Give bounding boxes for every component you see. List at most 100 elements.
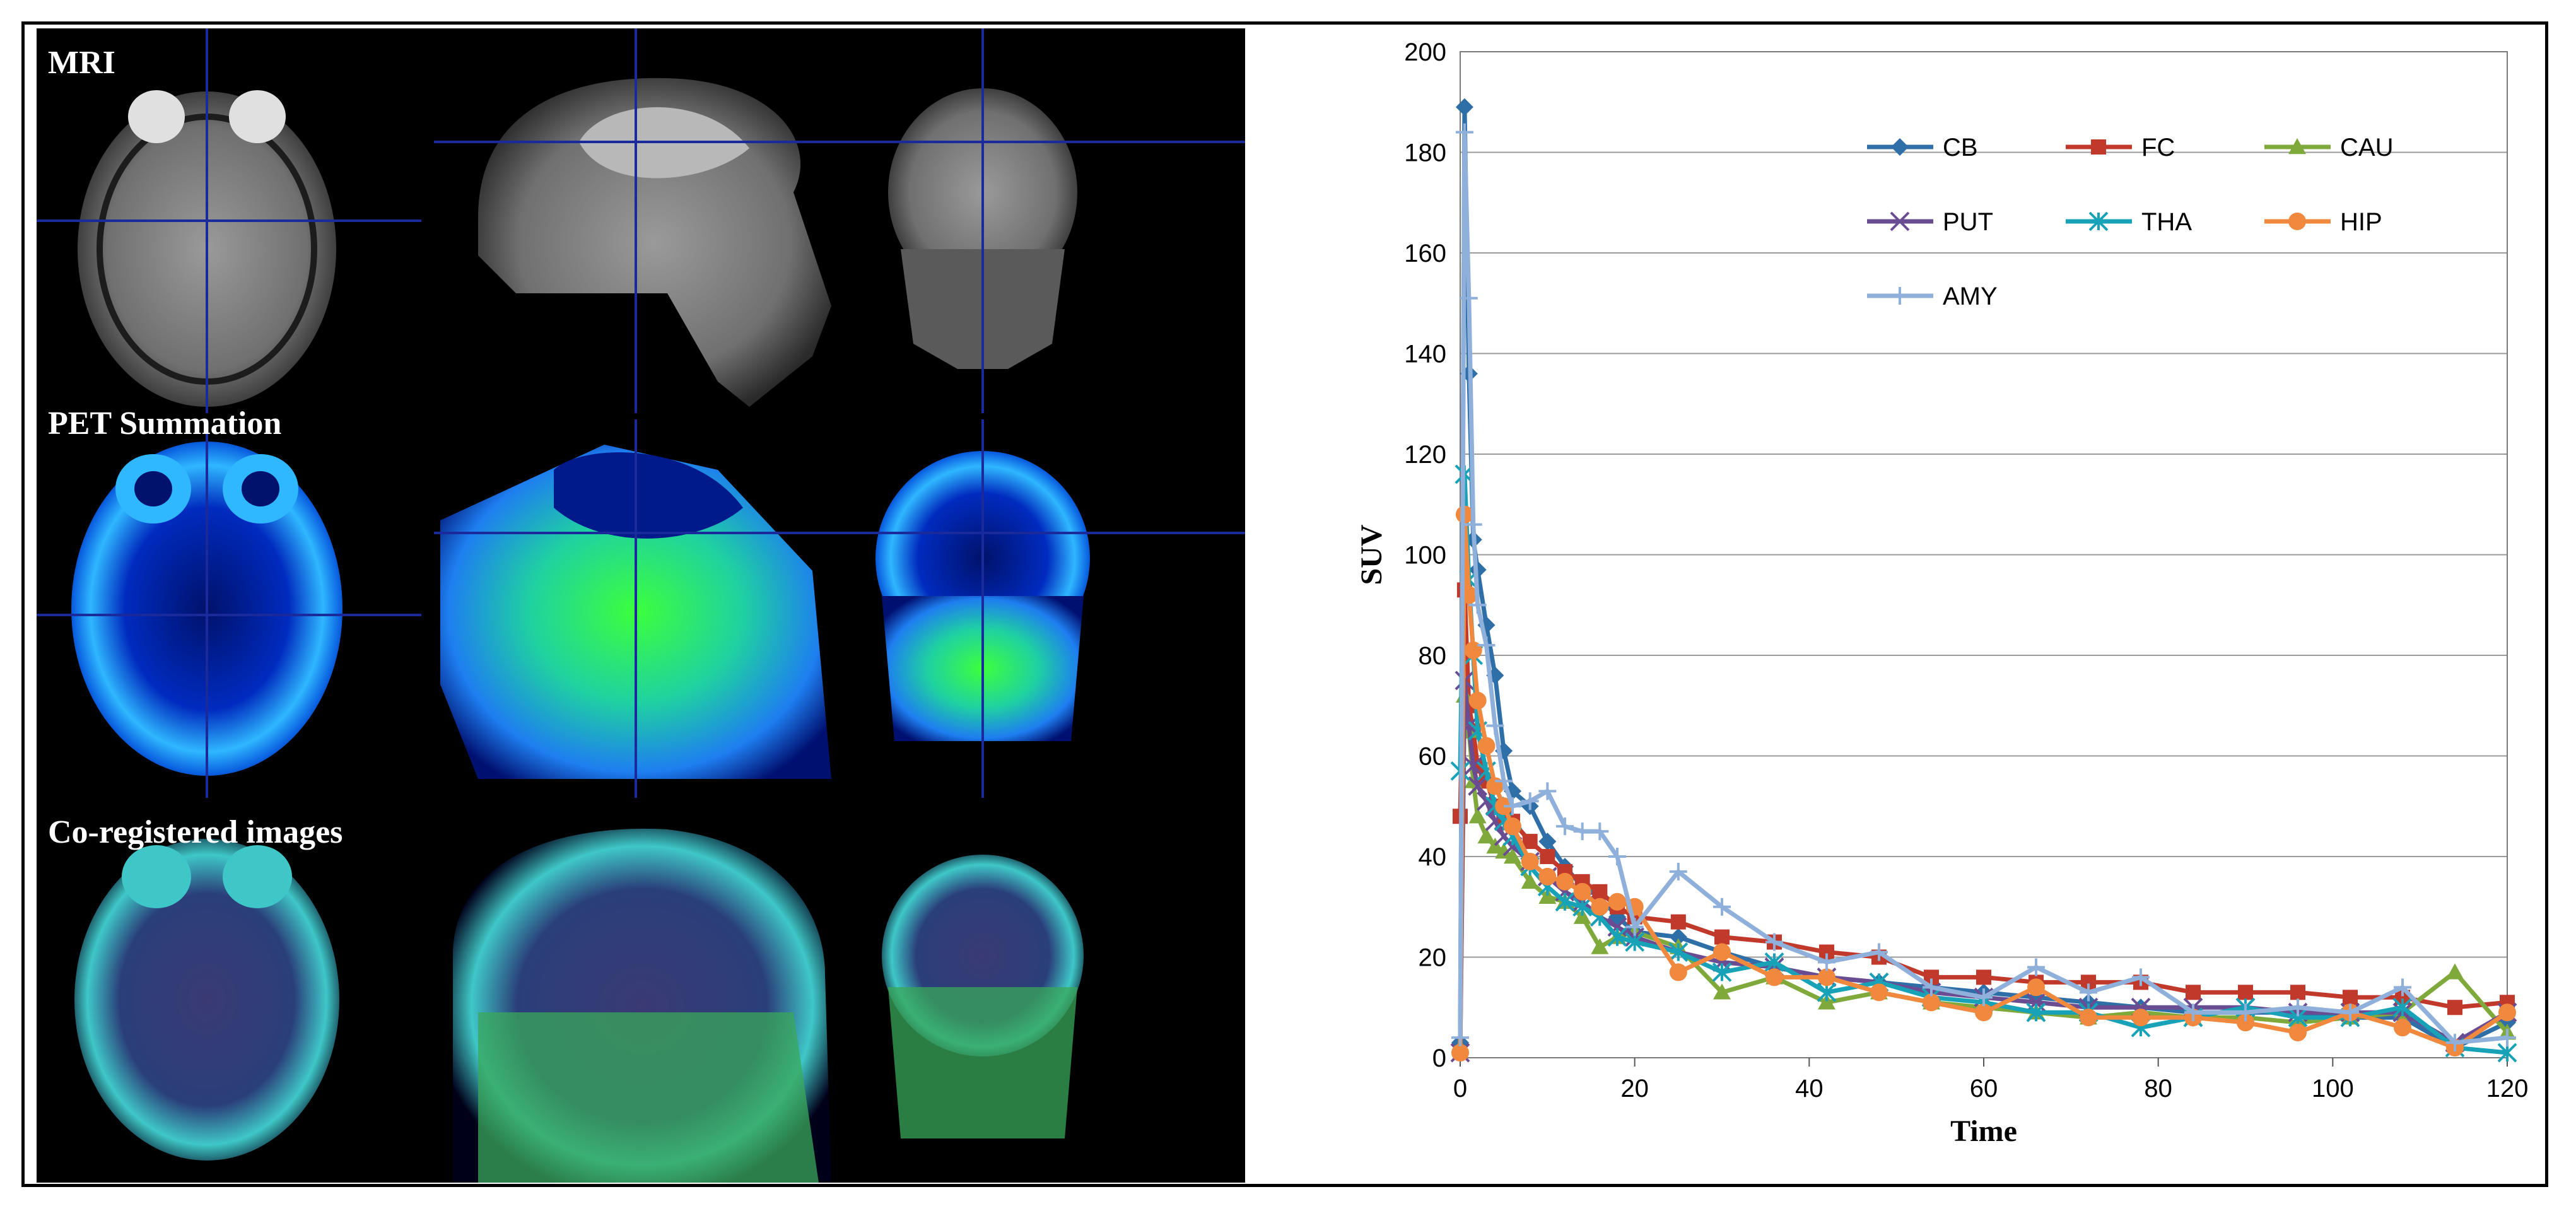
data-point-amy <box>1713 898 1731 916</box>
coreg-coronal <box>882 855 1084 1138</box>
legend-label-cau: CAU <box>2340 134 2393 161</box>
data-point-hip <box>1669 963 1687 981</box>
y-tick-label: 80 <box>1419 642 1447 670</box>
legend-marker-cb <box>1891 138 1909 156</box>
data-point-fc <box>2186 985 2201 1000</box>
data-point-amy <box>1460 289 1478 307</box>
data-point-fc <box>1976 969 1991 985</box>
data-point-cb <box>1455 98 1473 116</box>
data-point-amy <box>1975 988 1993 1007</box>
legend-marker-amy <box>1891 287 1909 305</box>
data-point-amy <box>1591 822 1609 841</box>
mri-axial <box>37 28 421 413</box>
data-point-tha <box>1607 927 1627 947</box>
legend-marker-put <box>1890 211 1910 231</box>
pet-sagittal <box>434 419 831 798</box>
data-point-amy <box>2132 968 2150 986</box>
data-point-amy <box>1468 596 1487 614</box>
legend-label-cb: CB <box>1943 134 1978 161</box>
image-panel <box>37 28 1245 1183</box>
row-label-coreg: Co-registered images <box>48 814 343 850</box>
data-point-hip <box>1975 1003 1993 1022</box>
data-point-amy <box>1669 862 1687 880</box>
data-point-hip <box>1591 898 1609 916</box>
data-point-hip <box>2027 978 2045 997</box>
data-point-put <box>1463 756 1484 776</box>
mri-sagittal <box>434 28 831 413</box>
data-point-cau <box>1713 983 1731 1000</box>
x-tick-label: 100 <box>2312 1075 2354 1103</box>
data-point-tha <box>1625 932 1645 952</box>
legend-label-fc: FC <box>2141 134 2175 161</box>
legend-marker-hip <box>2288 213 2306 230</box>
data-point-tha <box>2392 997 2413 1017</box>
data-point-tha <box>1817 982 1837 1002</box>
x-tick-label: 120 <box>2486 1075 2529 1103</box>
data-point-cb <box>1486 666 1504 684</box>
data-point-hip <box>1468 691 1487 710</box>
data-point-cau <box>1477 828 1496 844</box>
legend-marker-tha <box>2088 211 2109 231</box>
data-point-hip <box>1451 1044 1469 1062</box>
x-tick-label: 40 <box>1795 1075 1824 1103</box>
data-point-fc <box>1540 849 1555 864</box>
data-point-hip <box>1765 968 1783 986</box>
data-point-hip <box>2080 1009 2097 1027</box>
data-point-amy <box>2289 998 2307 1017</box>
data-point-hip <box>2394 1019 2411 1037</box>
data-point-hip <box>1870 983 1888 1002</box>
data-point-amy <box>2498 1029 2516 1047</box>
legend-label-amy: AMY <box>1943 283 1998 310</box>
data-point-amy <box>2237 1003 2254 1022</box>
data-point-amy <box>1625 918 1644 936</box>
data-point-hip <box>1713 943 1731 961</box>
data-point-amy <box>1573 822 1591 841</box>
y-tick-label: 200 <box>1404 38 1446 66</box>
data-point-fc <box>2238 985 2253 1000</box>
data-point-amy <box>1495 772 1513 790</box>
data-point-amy <box>1608 848 1626 865</box>
row-label-mri: MRI <box>48 45 115 81</box>
data-point-amy <box>2446 1034 2464 1052</box>
data-point-cau <box>1504 848 1521 864</box>
data-point-hip <box>1556 872 1574 891</box>
data-point-amy <box>1451 1029 1469 1047</box>
data-point-tha <box>1668 942 1689 962</box>
data-point-amy <box>1818 953 1835 971</box>
data-point-hip <box>1923 993 1940 1012</box>
data-point-cb <box>1538 833 1557 851</box>
data-point-fc <box>1670 914 1686 930</box>
y-tick-label: 60 <box>1419 743 1447 771</box>
data-point-amy <box>1464 515 1482 534</box>
data-point-tha <box>2497 1043 2517 1063</box>
pet-axial <box>37 419 421 798</box>
series-line-tha <box>1458 472 2508 1055</box>
data-point-hip <box>1521 852 1539 870</box>
data-point-amy <box>1455 123 1473 141</box>
legend-marker-fc <box>2091 139 2106 155</box>
data-point-hip <box>1477 737 1496 755</box>
data-point-cau <box>1573 908 1591 924</box>
suv-chart: 0 20 40 60 80 100 120 140 160 180 200 0 20 40 60 80 100 1… <box>1280 28 2561 1183</box>
data-point-fc <box>2290 985 2305 1000</box>
data-point-cau <box>1818 993 1835 1010</box>
data-point-cau <box>1495 843 1513 859</box>
x-axis-title: Time <box>1950 1114 2017 1148</box>
data-point-amy <box>1765 933 1783 951</box>
legend-label-put: PUT <box>1943 208 1993 236</box>
data-point-fc <box>2447 1000 2462 1015</box>
data-point-hip <box>1608 892 1626 911</box>
data-point-hip <box>1504 817 1521 836</box>
data-point-amy <box>1870 943 1888 961</box>
y-tick-label: 20 <box>1419 944 1447 972</box>
data-point-hip <box>2289 1024 2307 1042</box>
y-tick-label: 0 <box>1432 1044 1446 1072</box>
data-point-amy <box>2184 1003 2202 1022</box>
chart-svg: 0 20 40 60 80 100 120 140 160 180 200 0 20 40 60 80 100 1… <box>1355 38 2529 1148</box>
x-tick-label: 20 <box>1620 1075 1649 1103</box>
data-point-fc <box>1592 884 1608 899</box>
data-point-amy <box>2394 978 2411 997</box>
data-point-hip <box>1538 867 1557 886</box>
data-point-cb <box>1669 928 1687 946</box>
data-point-hip <box>1818 968 1835 986</box>
